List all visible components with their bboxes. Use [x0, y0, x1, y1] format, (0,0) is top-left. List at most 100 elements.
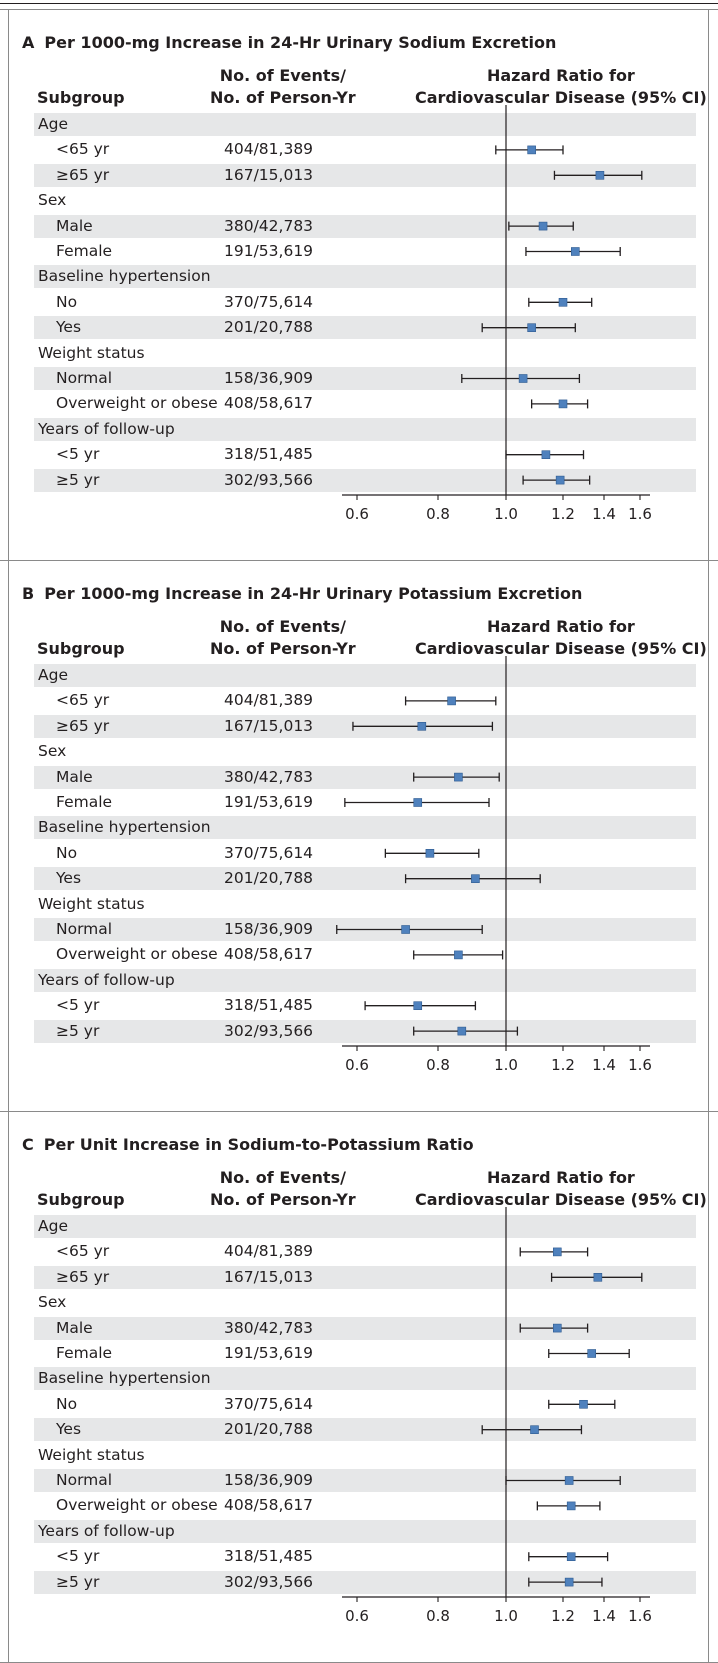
panel-bottom-border [0, 560, 718, 561]
hazard-ratio-marker [593, 1273, 603, 1282]
subgroup-label: Yes [56, 869, 82, 888]
subgroup-label: ≥65 yr [56, 1267, 110, 1286]
x-tick-label: 1.4 [592, 1607, 616, 1625]
panel-c: C Per Unit Increase in Sodium-to-Potassiu… [0, 1111, 718, 1663]
subgroup-column-header: Subgroup [37, 88, 125, 107]
subgroup-label: Yes [56, 318, 82, 337]
x-tick-label: 1.2 [551, 505, 575, 523]
hr-header-line: Hazard Ratio for [486, 66, 635, 85]
hazard-ratio-marker [566, 1552, 576, 1562]
hazard-ratio-marker [558, 297, 568, 307]
events-person-years: 370/75,614 [224, 1394, 314, 1413]
events-header-line: No. of Person-Yr [210, 88, 356, 107]
x-tick-label: 1.2 [551, 1056, 575, 1074]
hr-header-line: Cardiovascular Disease (95% CI) [415, 88, 707, 107]
events-person-years: 167/15,013 [224, 716, 314, 735]
subgroup-column-header: Subgroup [37, 1190, 125, 1209]
subgroup-label: Normal [56, 920, 113, 938]
x-tick-label: 0.8 [426, 1056, 450, 1074]
subgroup-category-label: Age [38, 666, 68, 684]
hazard-ratio-marker [417, 722, 427, 731]
subgroup-category-label: Baseline hypertension [38, 267, 211, 286]
panel-b: B Per 1000-mg Increase in 24-Hr Urinary P… [0, 560, 718, 1112]
hazard-ratio-marker [518, 374, 528, 383]
panel-title: B Per 1000-mg Increase in 24-Hr Urinary P… [22, 584, 582, 603]
subgroup-category-label: Weight status [38, 1445, 145, 1464]
subgroup-category-label: Weight status [38, 894, 145, 913]
hazard-ratio-column-header: Hazard Ratio for Cardiovascular Disease (… [415, 65, 707, 109]
subgroup-label: Male [56, 216, 93, 235]
row-band [34, 468, 696, 492]
hazard-ratio-marker [413, 798, 423, 807]
events-person-years: 302/93,566 [224, 470, 314, 489]
panel-bottom-border [0, 1111, 718, 1112]
events-column-header: No. of Events/No. of Person-Yr [210, 1167, 356, 1211]
subgroup-label: ≥5 yr [56, 1021, 100, 1040]
panel-right-border [708, 9, 709, 560]
subgroup-category-label: Sex [38, 191, 67, 210]
events-person-years: 318/51,485 [224, 445, 314, 464]
events-person-years: 167/15,013 [224, 165, 314, 184]
events-person-years: 404/81,389 [224, 691, 314, 710]
subgroup-category-label: Age [38, 115, 68, 133]
row-band [34, 1316, 696, 1340]
hazard-ratio-marker [401, 925, 410, 934]
row-band [34, 867, 696, 891]
hazard-ratio-marker [564, 1577, 574, 1587]
panel-title: A Per 1000-mg Increase in 24-Hr Urinary S… [22, 33, 556, 52]
panel-title-text: Per 1000-mg Increase in 24-Hr Urinary Po… [44, 584, 583, 603]
hazard-ratio-column-header: Hazard Ratio for Cardiovascular Disease (… [415, 616, 707, 660]
subgroup-category-label: Sex [38, 742, 67, 761]
hazard-ratio-marker [587, 1349, 597, 1358]
events-person-years: 318/51,485 [224, 1547, 314, 1566]
row-band [34, 163, 696, 187]
subgroup-category-label: Baseline hypertension [38, 818, 211, 837]
panel-a: A Per 1000-mg Increase in 24-Hr Urinary S… [0, 9, 718, 561]
hazard-ratio-marker [527, 145, 536, 155]
subgroup-category-label: Baseline hypertension [38, 1369, 211, 1388]
hazard-ratio-marker [552, 1247, 562, 1257]
row-band [34, 1367, 696, 1391]
events-person-years: 201/20,788 [224, 318, 314, 337]
row-band [34, 1019, 696, 1043]
events-person-years: 370/75,614 [224, 843, 314, 862]
hazard-ratio-marker [530, 1425, 539, 1435]
events-header-line: No. of Person-Yr [210, 639, 356, 658]
events-column-header: No. of Events/No. of Person-Yr [210, 65, 356, 109]
events-person-years: 302/93,566 [224, 1572, 314, 1591]
row-band [34, 214, 696, 238]
subgroup-label: Normal [56, 369, 113, 387]
forest-plot-area: 0.6 0.8 1.0 1.2 1.4 1.6 [342, 1207, 652, 1625]
events-person-years: 380/42,783 [224, 216, 314, 235]
subgroup-label: Yes [56, 1420, 82, 1439]
x-tick-label: 1.6 [628, 505, 652, 523]
hazard-ratio-marker [566, 1501, 576, 1511]
row-band [34, 316, 696, 340]
subgroup-label: ≥65 yr [56, 716, 110, 735]
events-person-years: 370/75,614 [224, 292, 314, 311]
subgroup-label: <5 yr [56, 996, 100, 1015]
panel-title-text: Per 1000-mg Increase in 24-Hr Urinary So… [44, 33, 557, 52]
hazard-ratio-marker [538, 221, 548, 231]
subgroup-label: Overweight or obese [56, 945, 218, 964]
events-person-years: 404/81,389 [224, 140, 314, 159]
events-header-line: No. of Events/ [219, 1168, 346, 1187]
hazard-ratio-marker [552, 1323, 562, 1333]
subgroup-label: ≥5 yr [56, 470, 100, 489]
hazard-ratio-marker [570, 247, 580, 256]
hr-header-line: Cardiovascular Disease (95% CI) [415, 639, 707, 658]
subgroup-label: No [56, 843, 78, 862]
forest-plot-area: 0.6 0.8 1.0 1.2 1.4 1.6 [336, 656, 652, 1074]
events-person-years: 302/93,566 [224, 1021, 314, 1040]
events-person-years: 408/58,617 [224, 1496, 314, 1515]
row-band [34, 367, 696, 390]
subgroup-category-label: Years of follow-up [38, 1521, 175, 1540]
hazard-ratio-marker [555, 475, 565, 485]
panel-title: C Per Unit Increase in Sodium-to-Potassiu… [22, 1135, 474, 1154]
subgroup-label: Female [56, 242, 113, 260]
events-person-years: 380/42,783 [224, 767, 314, 786]
x-tick-label: 0.6 [345, 1607, 369, 1625]
panel-title-text: Per Unit Increase in Sodium-to-Potassium… [43, 1135, 474, 1154]
hr-header-line: Hazard Ratio for [486, 617, 635, 636]
events-person-years: 201/20,788 [224, 1420, 314, 1439]
